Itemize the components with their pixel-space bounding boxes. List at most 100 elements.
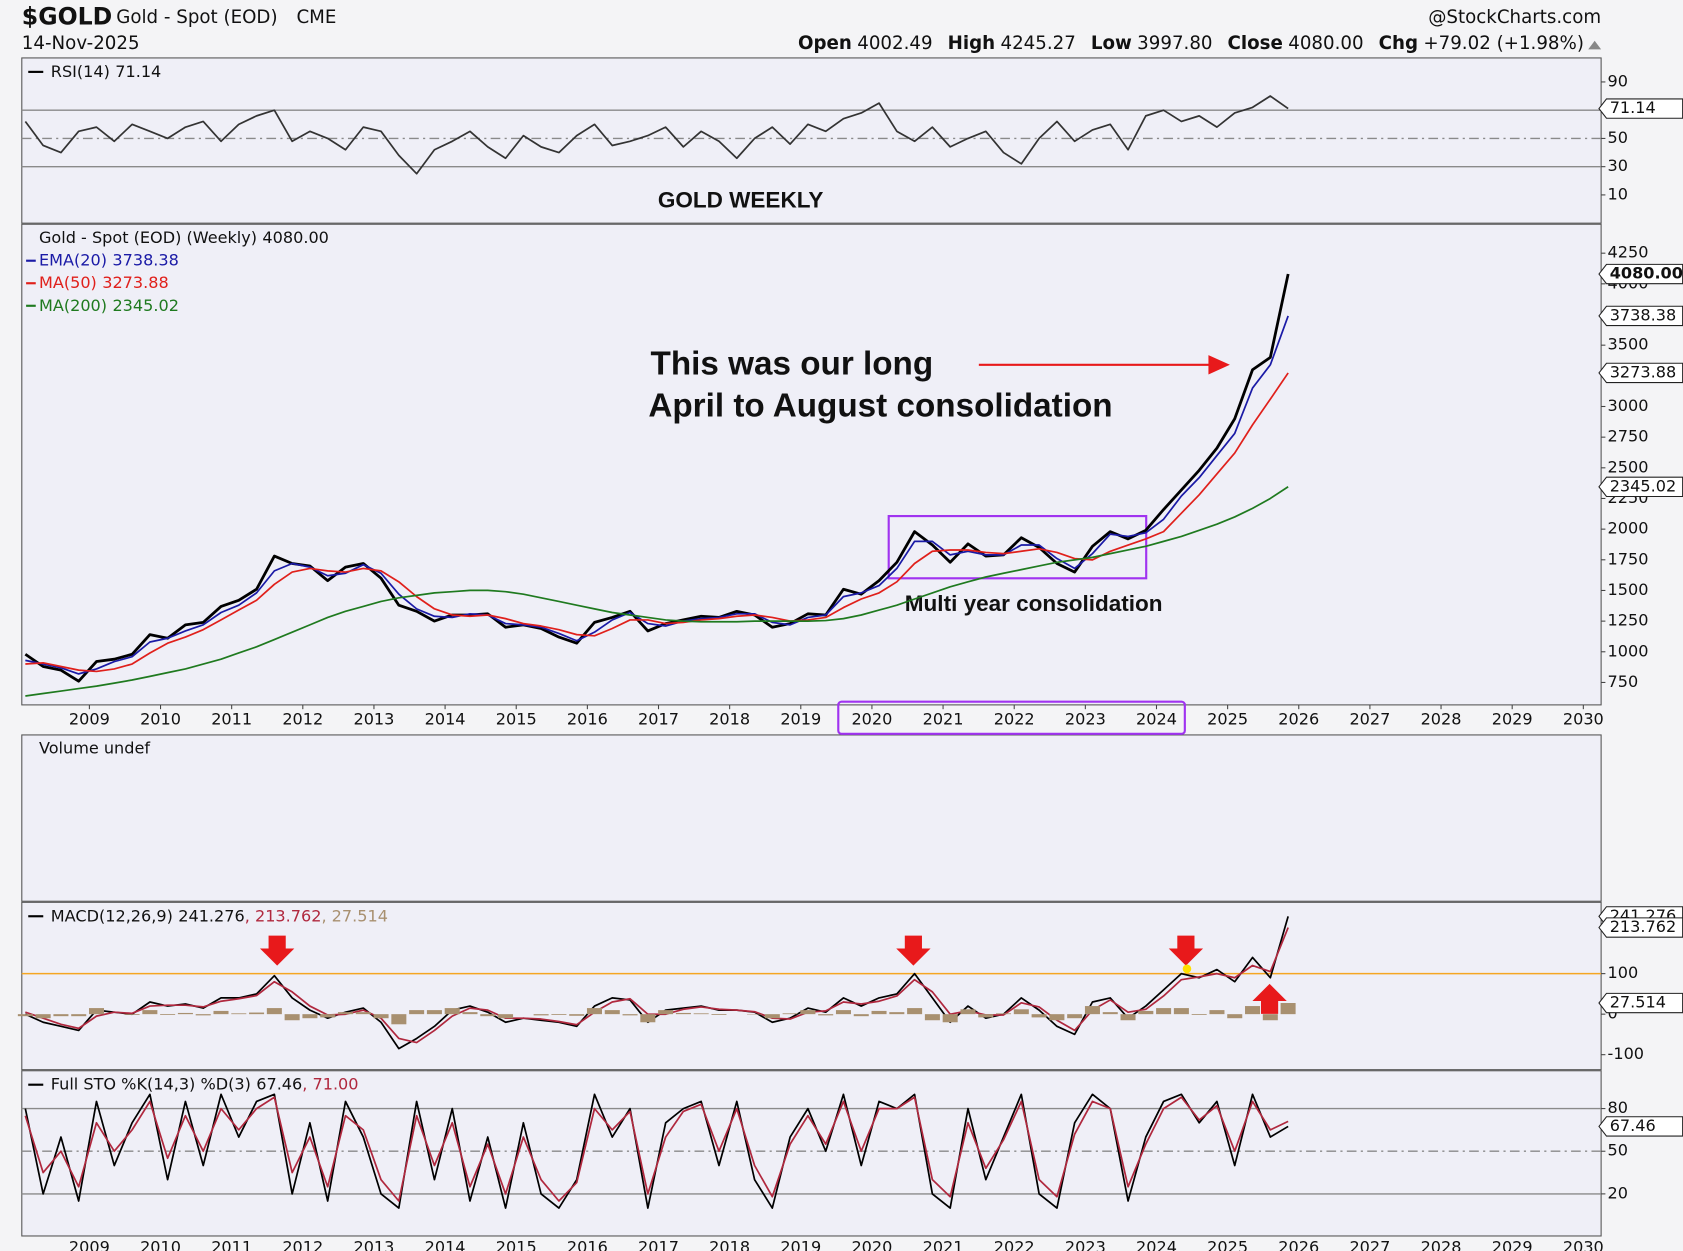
- consolidation-box: [887, 514, 1148, 580]
- legend-name: Gold - Spot (EOD) (Weekly): [39, 228, 257, 247]
- histogram-bar: [160, 1014, 176, 1015]
- histogram-bar: [1013, 1009, 1029, 1015]
- legend-entry: EMA(20) 3738.38: [39, 250, 179, 269]
- y-tick-label: 50: [1608, 1141, 1628, 1160]
- x-tick-label: 2028: [1421, 1237, 1462, 1251]
- y-tick-label: 10: [1608, 184, 1628, 203]
- legend-value: 67.46: [256, 1074, 302, 1093]
- histogram-bar: [213, 1010, 229, 1015]
- histogram-bar: [942, 1014, 958, 1023]
- x-tick-label: 2027: [1349, 1237, 1390, 1251]
- x-tick-label: 2016: [567, 1237, 608, 1251]
- histogram-bar: [978, 1014, 994, 1018]
- histogram-bar: [853, 1014, 869, 1017]
- y-tick-label: 30: [1608, 156, 1628, 175]
- series-line: [24, 95, 1289, 175]
- x-tick-label: 2010: [140, 709, 181, 728]
- x-tick-label: 2009: [69, 709, 110, 728]
- histogram-bar: [337, 1012, 354, 1015]
- histogram-bar: [409, 1010, 425, 1015]
- y-tick-label: 1000: [1608, 641, 1649, 660]
- legend-value: , 71.00: [302, 1074, 358, 1093]
- x-tick-label: 2023: [1065, 1237, 1106, 1251]
- legend-name: MA(200): [39, 295, 107, 314]
- legend-entry: Gold - Spot (EOD) (Weekly) 4080.00: [39, 228, 329, 247]
- histogram-bar: [1227, 1014, 1243, 1019]
- legend-value: 241.276: [178, 906, 245, 925]
- histogram-bar: [124, 1014, 140, 1015]
- legend-name: RSI(14): [51, 61, 110, 80]
- histogram-bar: [907, 1008, 923, 1015]
- legend-entry: MA(50) 3273.88: [39, 273, 169, 292]
- x-tick-label: 2026: [1278, 1237, 1319, 1251]
- legend-value: 2345.02: [112, 295, 179, 314]
- y-tick-label: 3000: [1608, 396, 1649, 415]
- histogram-bar: [1120, 1014, 1136, 1021]
- x-tick-label: 2025: [1207, 1237, 1248, 1251]
- rsi-panel: [21, 57, 1602, 224]
- histogram-bar: [640, 1014, 656, 1023]
- annotation: GOLD WEEKLY: [658, 188, 824, 213]
- histogram-bar: [675, 1012, 691, 1015]
- x-tick-label: 2020: [851, 709, 892, 728]
- y-tick-label: 20: [1608, 1183, 1628, 1202]
- quote-value: 4245.27: [1000, 33, 1075, 54]
- x-tick-label: 2014: [425, 1237, 466, 1251]
- y-tick-label: 1500: [1608, 580, 1649, 599]
- x-tick-label: 2017: [638, 1237, 679, 1251]
- quote-label: High: [948, 33, 996, 54]
- histogram-bar: [889, 1012, 905, 1015]
- histogram-bar: [1067, 1014, 1083, 1019]
- histogram-bar: [1280, 1003, 1296, 1015]
- legend-value: , 213.762: [245, 906, 322, 925]
- red-arrow: [259, 935, 295, 966]
- series-line: [24, 916, 1289, 1050]
- histogram-bar: [871, 1010, 887, 1015]
- histogram-bar: [711, 1014, 727, 1015]
- quote-value: +79.02 (+1.98%): [1423, 33, 1584, 54]
- x-tick-label: 2019: [780, 709, 821, 728]
- annotation: This was our long: [651, 346, 934, 383]
- histogram-bar: [1245, 1006, 1261, 1015]
- histogram-bar: [1031, 1014, 1047, 1018]
- x-tick-label: 2024: [1136, 709, 1177, 728]
- x-tick-label: 2009: [69, 1237, 110, 1251]
- y-tick-label: 2750: [1608, 427, 1649, 446]
- exchange: CME: [296, 7, 336, 28]
- legend-name: MA(50): [39, 273, 97, 292]
- quote-value: 4002.49: [857, 33, 932, 54]
- series-line: [24, 273, 1290, 683]
- panel-title: Volume undef: [39, 738, 150, 757]
- x-tick-label: 2023: [1065, 709, 1106, 728]
- histogram-bar: [764, 1014, 780, 1019]
- histogram-bar: [658, 1010, 674, 1015]
- legend-value: 3273.88: [102, 273, 169, 292]
- legend-name: Full STO %K(14,3) %D(3): [51, 1074, 251, 1093]
- legend-entry: Full STO %K(14,3) %D(3) 67.46, 71.00: [51, 1074, 359, 1093]
- signal-dot: [1182, 964, 1192, 974]
- legend-entry: RSI(14) 71.14: [51, 61, 162, 80]
- up-indicator: [1588, 40, 1602, 50]
- histogram-bar: [1049, 1014, 1065, 1021]
- legend-value: 71.14: [115, 61, 161, 80]
- legend-value: , 27.514: [321, 906, 387, 925]
- y-tick-label: 2500: [1608, 457, 1649, 476]
- histogram-bar: [462, 1012, 478, 1015]
- histogram-bar: [498, 1014, 514, 1019]
- x-tick-label: 2018: [709, 709, 750, 728]
- histogram-bar: [195, 1014, 211, 1016]
- legend-value: 4080.00: [262, 228, 329, 247]
- annotation: April to August consolidation: [648, 387, 1112, 424]
- y-tick-label: 4250: [1608, 243, 1649, 262]
- histogram-bar: [426, 1010, 442, 1015]
- series-line: [25, 486, 1289, 697]
- y-tick-label: -100: [1608, 1044, 1645, 1063]
- x-tick-label: 2024: [1136, 1237, 1177, 1251]
- y-tick-label: 1250: [1608, 611, 1649, 630]
- x-tick-label: 2016: [567, 709, 608, 728]
- x-tick-label: 2014: [425, 709, 466, 728]
- x-tick-label: 2027: [1349, 709, 1390, 728]
- x-tick-label: 2022: [994, 1237, 1035, 1251]
- histogram-bar: [551, 1014, 567, 1015]
